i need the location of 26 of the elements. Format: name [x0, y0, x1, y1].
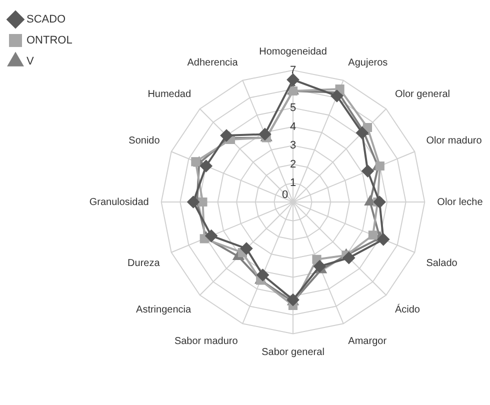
spoke-label: Salado	[426, 258, 458, 269]
legend-label: ONTROL	[26, 34, 72, 47]
spoke-label: Sonido	[128, 136, 160, 147]
spoke-label: Adherencia	[187, 58, 238, 69]
legend-label: V	[26, 56, 34, 68]
spoke-label: Amargor	[348, 336, 388, 347]
y-tick-label: 5	[290, 102, 296, 114]
spoke-label: Agujeros	[348, 58, 388, 69]
y-tick-label: 0	[282, 189, 288, 202]
y-tick-label: 3	[290, 140, 296, 152]
legend-label: SCADO	[26, 14, 66, 26]
spoke-label: Olor general	[394, 88, 450, 100]
spoke-label: Homogeneidad	[259, 46, 327, 58]
spoke-label: Olor leche	[437, 196, 484, 208]
spoke-label: Astringencia	[136, 304, 192, 316]
y-tick-label: 1	[290, 177, 296, 190]
y-tick-label: 7	[290, 64, 296, 76]
spoke-label: Ácido	[394, 304, 420, 316]
spoke-label: Granulosidad	[89, 196, 149, 208]
spoke-label: Dureza	[128, 258, 160, 269]
y-tick-label: 2	[290, 158, 296, 170]
spoke-label: Sabor general	[262, 346, 324, 358]
y-tick-label: 4	[290, 120, 296, 133]
spoke-label: Olor maduro	[426, 136, 482, 147]
spoke-label: Sabor maduro	[174, 336, 238, 347]
spoke-label: Humedad	[148, 88, 192, 100]
